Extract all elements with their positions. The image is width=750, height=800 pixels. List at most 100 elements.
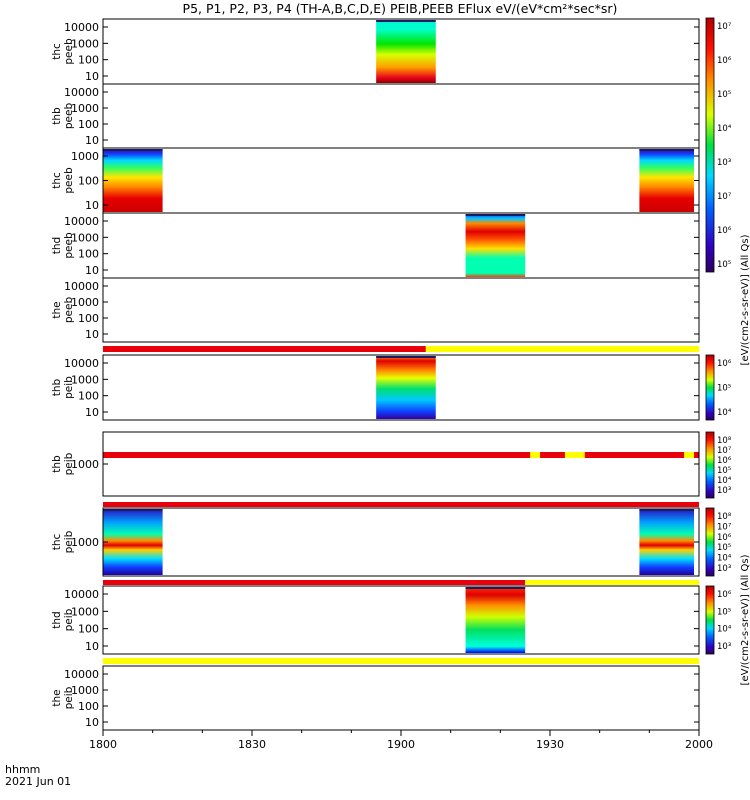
panel-frame bbox=[102, 507, 700, 577]
colorbar-tick-label: 10⁴ bbox=[717, 408, 732, 418]
panel-frame bbox=[102, 147, 700, 214]
colorbar-tick-label: 10⁷ bbox=[717, 22, 732, 32]
status-bar-segment bbox=[103, 658, 699, 664]
panel: 1000 thc peib bbox=[51, 502, 700, 577]
spectrogram-block-edge bbox=[103, 149, 163, 151]
spectrogram-block bbox=[465, 587, 526, 653]
panel-label-product: peib bbox=[63, 530, 75, 553]
y-tick-label: 10000 bbox=[64, 215, 99, 228]
colorbar-tick-label: 10⁶ bbox=[717, 226, 732, 236]
panel-frame bbox=[102, 354, 700, 421]
colorbar-tick-label: 10⁷ bbox=[717, 192, 732, 202]
panel-label-product: peeb bbox=[63, 297, 75, 324]
x-tick-label: 1900 bbox=[387, 738, 415, 751]
y-tick-label: 100 bbox=[78, 312, 99, 325]
y-tick-label: 100 bbox=[78, 54, 99, 67]
colorbar-tick-label: 10⁴ bbox=[717, 625, 732, 635]
x-tick-label: 1800 bbox=[89, 738, 117, 751]
spectrogram-block-edge bbox=[465, 214, 526, 216]
panel-label-probe: thc bbox=[51, 172, 63, 189]
spectrogram-block bbox=[465, 214, 526, 277]
y-tick-label: 10 bbox=[85, 264, 99, 277]
status-bar-segment bbox=[684, 452, 695, 458]
y-tick-label: 10 bbox=[85, 134, 99, 147]
y-tick-label: 100 bbox=[78, 175, 99, 188]
panel-frame bbox=[102, 665, 700, 731]
colorbar-tick-label: 10³ bbox=[717, 486, 731, 496]
panel-label-product: peib bbox=[63, 686, 75, 709]
colorbar-tick-label: 10⁸ bbox=[717, 436, 732, 446]
y-tick-label: 10000 bbox=[64, 668, 99, 681]
y-tick-label: 10000 bbox=[64, 280, 99, 293]
panel: 10 100 1000 thc peeb bbox=[51, 147, 700, 214]
y-tick-label: 10 bbox=[85, 716, 99, 729]
panel-label-probe: thb bbox=[51, 107, 63, 125]
panel-frame bbox=[102, 431, 700, 497]
y-tick-label: 10 bbox=[85, 406, 99, 419]
status-bar-segment bbox=[103, 452, 699, 458]
panel-label-product: peeb bbox=[63, 38, 75, 65]
spectrogram-block bbox=[639, 149, 695, 212]
status-bar-segment bbox=[103, 346, 426, 352]
colorbar-gradient bbox=[705, 507, 715, 577]
status-bar-segment bbox=[425, 346, 699, 352]
y-tick-label: 10 bbox=[85, 199, 99, 212]
colorbar-tick-label: 10⁷ bbox=[717, 446, 732, 456]
status-bar-segment bbox=[103, 502, 699, 507]
y-tick-label: 1000 bbox=[71, 605, 99, 618]
date-label: 2021 Jun 01 bbox=[5, 775, 71, 788]
y-tick-label: 1000 bbox=[71, 150, 99, 163]
panel-label-product: peeb bbox=[63, 103, 75, 130]
colorbar-tick-label: 10⁵ bbox=[717, 607, 731, 617]
figure-title: P5, P1, P2, P3, P4 (TH-A,B,C,D,E) PEIB,P… bbox=[183, 1, 618, 16]
x-unit-label: hhmm bbox=[5, 763, 40, 776]
spectrogram-block-edge bbox=[639, 509, 695, 511]
colorbar-gradient bbox=[705, 17, 715, 273]
panel-label-product: peeb bbox=[63, 232, 75, 259]
colorbar-tick-label: 10⁴ bbox=[717, 124, 732, 134]
y-tick-label: 100 bbox=[78, 390, 99, 403]
colorbar-tick-label: 10⁴ bbox=[717, 554, 732, 564]
y-tick-label: 10000 bbox=[64, 86, 99, 99]
panel: 1000 thb peib bbox=[51, 431, 700, 497]
colorbar-tick-label: 10⁵ bbox=[717, 90, 731, 100]
colorbar-electron-label: [eV/(cm2-s-sr-eV)] (All Qs) bbox=[740, 234, 750, 365]
y-tick-label: 10000 bbox=[64, 357, 99, 370]
colorbar-tick-label: 10⁵ bbox=[717, 260, 731, 270]
panel-label-probe: thb bbox=[51, 455, 63, 473]
panel-label-probe: thd bbox=[51, 611, 63, 628]
y-tick-label: 1000 bbox=[71, 373, 99, 386]
y-tick-label: 10 bbox=[85, 70, 99, 83]
y-tick-label: 100 bbox=[78, 700, 99, 713]
y-tick-label: 100 bbox=[78, 118, 99, 131]
x-tick-label: 1930 bbox=[536, 738, 564, 751]
panel-label-product: peib bbox=[63, 608, 75, 631]
spectrogram-block-edge bbox=[376, 20, 436, 22]
spectrogram-block bbox=[639, 509, 695, 575]
colorbar: 10³ 10⁴ 10⁵ 10⁶ bbox=[705, 585, 732, 655]
y-tick-label: 100 bbox=[78, 623, 99, 636]
y-tick-label: 1000 bbox=[71, 536, 99, 549]
y-tick-label: 10 bbox=[85, 640, 99, 653]
colorbar-tick-label: 10⁵ bbox=[717, 543, 731, 553]
colorbar-tick-label: 10⁶ bbox=[717, 359, 732, 369]
colorbar-tick-label: 10⁵ bbox=[717, 384, 731, 394]
spectrogram-block bbox=[103, 149, 163, 212]
y-tick-label: 10 bbox=[85, 328, 99, 341]
spectrogram-block-edge bbox=[376, 356, 436, 358]
colorbar-tick-label: 10⁸ bbox=[717, 512, 732, 522]
colorbar-tick-label: 10³ bbox=[717, 564, 731, 574]
panel-label-product: peib bbox=[63, 376, 75, 399]
panel-label-probe: the bbox=[51, 301, 63, 318]
y-tick-label: 1000 bbox=[71, 296, 99, 309]
colorbar-tick-label: 10⁷ bbox=[717, 522, 732, 532]
colorbar-gradient bbox=[705, 585, 715, 655]
panel-label-probe: thb bbox=[51, 378, 63, 396]
